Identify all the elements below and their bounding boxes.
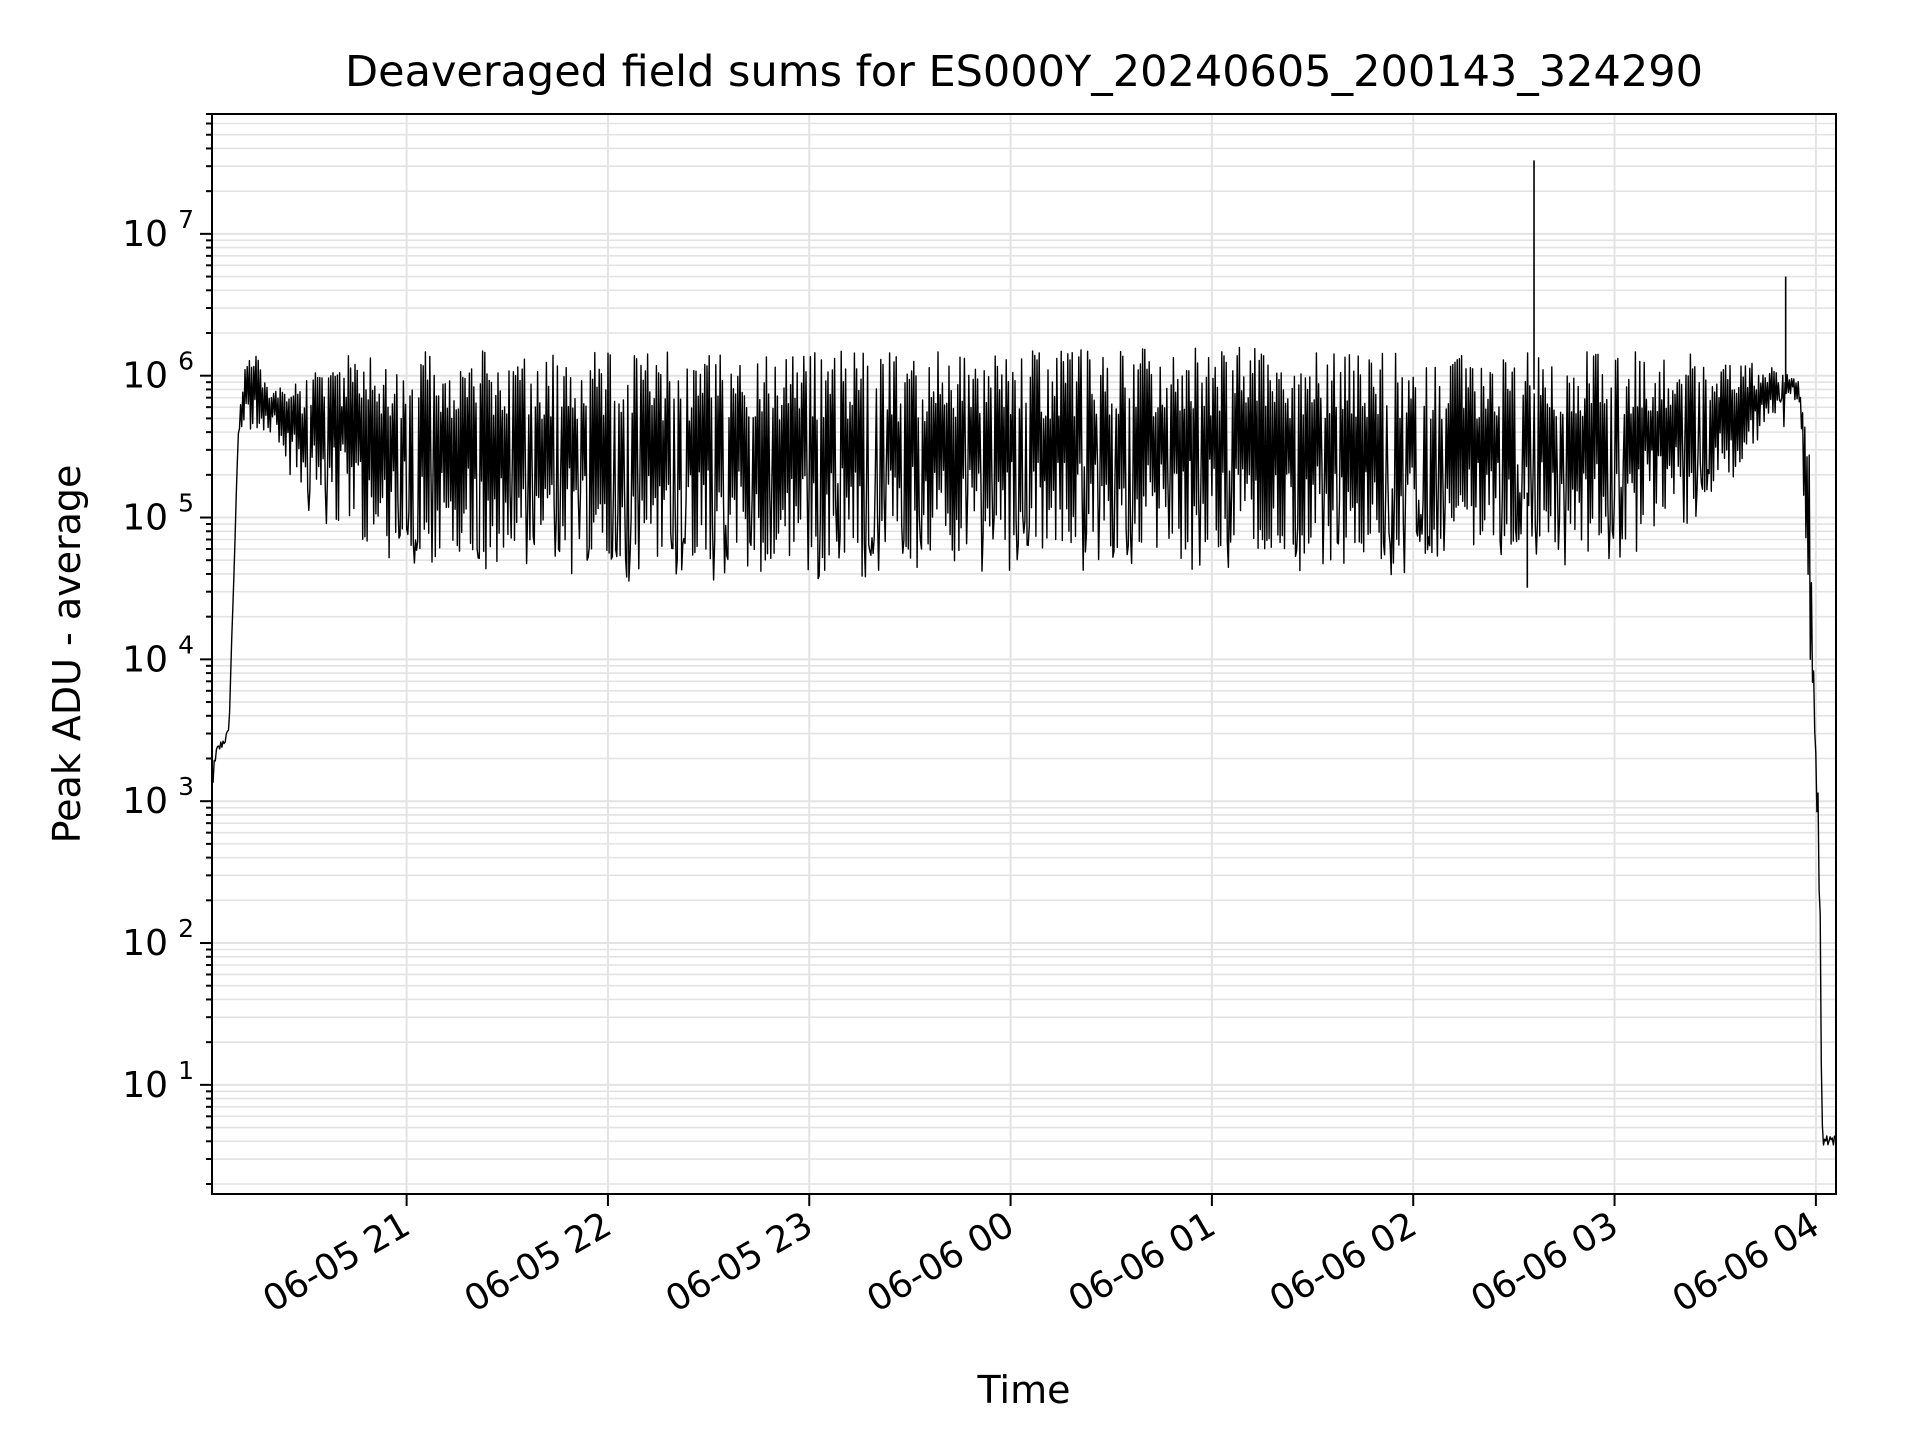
y-tick-exponent: 2: [178, 914, 194, 943]
x-axis-label: Time: [977, 1368, 1071, 1412]
chart-title: Deaveraged field sums for ES000Y_2024060…: [345, 47, 1703, 97]
y-tick-exponent: 5: [178, 489, 194, 518]
plot-area: [211, 160, 1837, 1146]
y-tick-label: 10: [122, 1065, 168, 1106]
y-tick-exponent: 1: [178, 1056, 194, 1085]
y-tick-label: 10: [122, 356, 168, 397]
y-tick-label: 10: [122, 639, 168, 680]
y-axis-ticks: 10 1 10 2 10 3 10 4 10 5 10 6 10 7: [122, 113, 212, 1185]
y-tick-label: 10: [122, 923, 168, 964]
y-tick-exponent: 6: [178, 347, 194, 376]
y-tick-exponent: 7: [178, 205, 194, 234]
grid-lines: [212, 113, 1836, 1194]
y-axis-label: Peak ADU - average: [45, 465, 89, 844]
y-tick-exponent: 3: [178, 772, 194, 801]
plot-frame: [211, 113, 1837, 1195]
series-line: [211, 346, 1837, 1146]
y-tick-label: 10: [122, 498, 168, 539]
y-tick-label: 10: [122, 781, 168, 822]
y-tick-label: 10: [122, 214, 168, 255]
y-tick-exponent: 4: [178, 630, 194, 659]
